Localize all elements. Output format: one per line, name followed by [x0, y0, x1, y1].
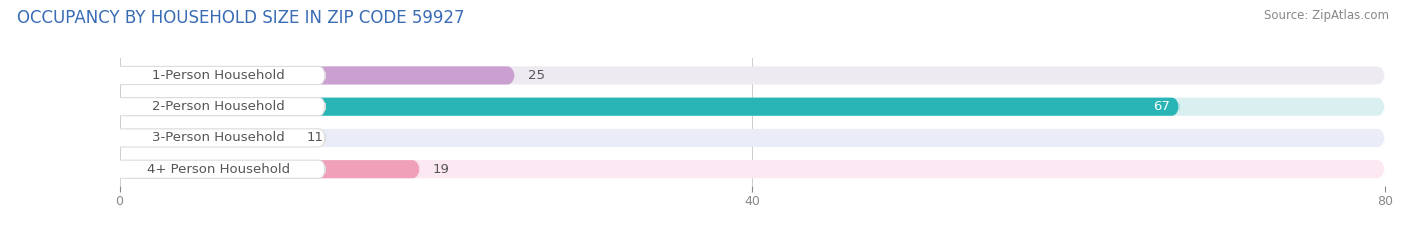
FancyBboxPatch shape: [120, 66, 515, 85]
FancyBboxPatch shape: [120, 98, 1385, 116]
FancyBboxPatch shape: [120, 98, 1180, 116]
Text: OCCUPANCY BY HOUSEHOLD SIZE IN ZIP CODE 59927: OCCUPANCY BY HOUSEHOLD SIZE IN ZIP CODE …: [17, 9, 464, 27]
Text: 1-Person Household: 1-Person Household: [152, 69, 285, 82]
Text: 3-Person Household: 3-Person Household: [152, 131, 285, 144]
Text: 67: 67: [1153, 100, 1170, 113]
FancyBboxPatch shape: [111, 66, 325, 85]
FancyBboxPatch shape: [120, 66, 1385, 85]
Text: 19: 19: [433, 163, 450, 176]
Text: 4+ Person Household: 4+ Person Household: [146, 163, 290, 176]
FancyBboxPatch shape: [111, 98, 325, 116]
FancyBboxPatch shape: [111, 129, 325, 147]
Text: 11: 11: [307, 131, 323, 144]
Text: 2-Person Household: 2-Person Household: [152, 100, 285, 113]
Text: 25: 25: [527, 69, 544, 82]
FancyBboxPatch shape: [120, 129, 294, 147]
FancyBboxPatch shape: [120, 160, 420, 178]
Text: Source: ZipAtlas.com: Source: ZipAtlas.com: [1264, 9, 1389, 22]
FancyBboxPatch shape: [120, 160, 1385, 178]
FancyBboxPatch shape: [120, 129, 1385, 147]
FancyBboxPatch shape: [111, 160, 325, 178]
